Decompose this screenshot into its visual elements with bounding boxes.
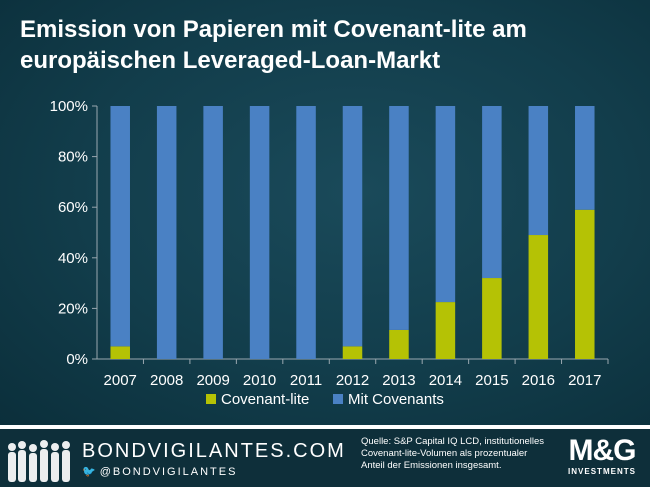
bar-mit-covenants-2010 — [249, 106, 270, 359]
x-tick-label: 2014 — [429, 372, 462, 389]
y-tick-label: 100% — [50, 98, 88, 115]
x-tick-label: 2015 — [475, 372, 508, 389]
bar-mit-covenants-2014 — [435, 106, 456, 303]
x-tick-label: 2007 — [104, 372, 137, 389]
bar-mit-covenants-2008 — [156, 106, 177, 359]
mg-investments-logo: M&G INVESTMENTS — [560, 435, 644, 483]
twitter-bird-icon: 🐦 — [82, 466, 98, 478]
y-tick-label: 80% — [58, 149, 88, 166]
bar-covenant-lite-2012 — [342, 346, 363, 359]
legend-covenant-lite-swatch — [206, 394, 216, 404]
bar-mit-covenants-2009 — [203, 106, 223, 359]
crowd-silhouette-icon — [8, 440, 70, 482]
slide-background: Emission von Papieren mit Covenant-lite … — [0, 0, 650, 425]
y-tick-label: 60% — [58, 199, 88, 216]
bar-mit-covenants-2012 — [342, 106, 363, 347]
bar-covenant-lite-2016 — [528, 235, 549, 359]
bar-covenant-lite-2014 — [435, 302, 456, 359]
x-tick-label: 2009 — [196, 372, 229, 389]
bar-covenant-lite-2015 — [482, 278, 502, 359]
x-tick-label: 2017 — [568, 372, 601, 389]
bar-mit-covenants-2013 — [389, 106, 409, 330]
bar-mit-covenants-2011 — [296, 106, 316, 359]
legend-mit-covenants-swatch — [333, 394, 343, 404]
bar-covenant-lite-2013 — [389, 329, 409, 359]
x-tick-label: 2013 — [382, 372, 415, 389]
twitter-handle-text: @BONDVIGILANTES — [99, 466, 238, 478]
bar-mit-covenants-2007 — [110, 106, 130, 347]
footer: BONDVIGILANTES.COM 🐦 @BONDVIGILANTES Quel… — [0, 425, 650, 487]
bar-covenant-lite-2007 — [110, 346, 130, 359]
x-tick-label: 2011 — [290, 372, 322, 389]
bar-covenant-lite-2017 — [575, 209, 595, 359]
brand-name: BONDVIGILANTES.COM — [82, 440, 346, 462]
legend-covenant-lite-label: Covenant-lite — [221, 391, 309, 408]
chart-title: Emission von Papieren mit Covenant-lite … — [20, 16, 527, 74]
twitter-handle: 🐦 @BONDVIGILANTES — [82, 465, 237, 478]
x-tick-label: 2016 — [522, 372, 555, 389]
bar-mit-covenants-2015 — [482, 106, 502, 279]
legend-mit-covenants-label: Mit Covenants — [348, 391, 444, 408]
x-tick-label: 2012 — [336, 372, 369, 389]
bar-mit-covenants-2017 — [575, 106, 595, 210]
bar-mit-covenants-2016 — [528, 106, 549, 236]
x-tick-label: 2010 — [243, 372, 276, 389]
stacked-bar-chart: 0% 20% 40% 60% 80% 100% 2007 2008 2009 2010 2011 20… — [50, 98, 609, 408]
footer-bar: BONDVIGILANTES.COM 🐦 @BONDVIGILANTES Quel… — [0, 429, 650, 487]
x-tick-label: 2008 — [150, 372, 183, 389]
source-note: Quelle: S&P Capital IQ LCD, institutione… — [361, 436, 545, 471]
y-tick-label: 0% — [66, 351, 88, 368]
logo-main-text: M&G — [568, 434, 637, 467]
y-tick-label: 40% — [58, 250, 88, 267]
y-tick-label: 20% — [58, 300, 88, 317]
logo-sub-text: INVESTMENTS — [568, 467, 636, 476]
